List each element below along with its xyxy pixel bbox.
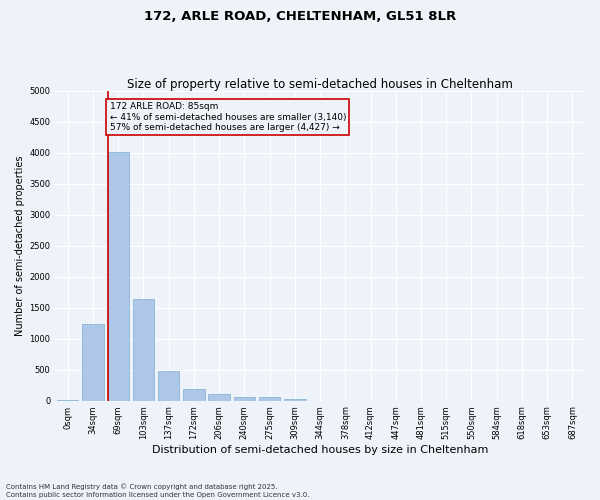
X-axis label: Distribution of semi-detached houses by size in Cheltenham: Distribution of semi-detached houses by … (152, 445, 488, 455)
Bar (259, 397, 280, 400)
Bar (158, 371, 179, 400)
Text: 172, ARLE ROAD, CHELTENHAM, GL51 8LR: 172, ARLE ROAD, CHELTENHAM, GL51 8LR (144, 10, 456, 23)
Bar (233, 397, 255, 400)
Bar (82, 324, 104, 400)
Bar (133, 299, 154, 400)
Bar (284, 398, 305, 400)
Bar (208, 394, 230, 400)
Text: Contains HM Land Registry data © Crown copyright and database right 2025.
Contai: Contains HM Land Registry data © Crown c… (6, 484, 310, 498)
Bar (107, 152, 129, 400)
Y-axis label: Number of semi-detached properties: Number of semi-detached properties (15, 156, 25, 336)
Text: 172 ARLE ROAD: 85sqm
← 41% of semi-detached houses are smaller (3,140)
57% of se: 172 ARLE ROAD: 85sqm ← 41% of semi-detac… (110, 102, 346, 132)
Bar (183, 389, 205, 400)
Title: Size of property relative to semi-detached houses in Cheltenham: Size of property relative to semi-detach… (127, 78, 513, 91)
